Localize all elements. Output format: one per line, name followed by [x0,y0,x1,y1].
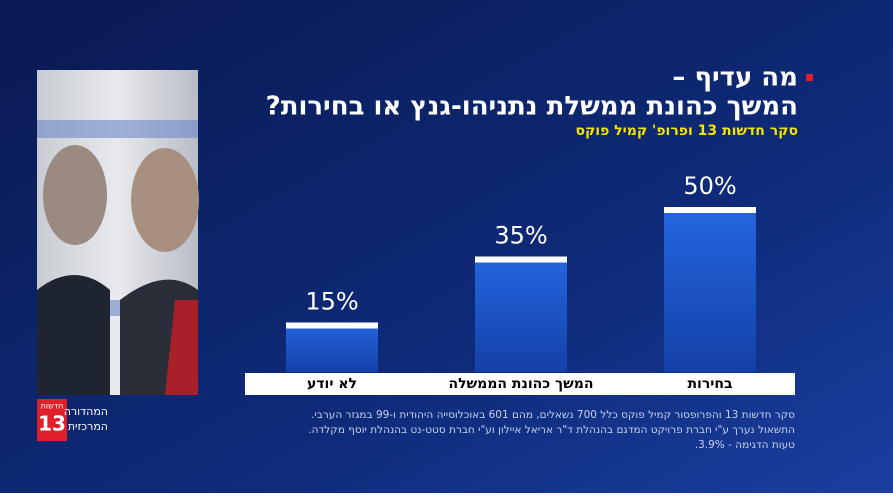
title-bullet [806,74,813,81]
chart-title: מה עדיף – [672,63,798,93]
bar [664,207,756,372]
bar [286,322,378,372]
bar-cap [475,256,567,263]
footnote: טעות הדגימה - 3.9%. [695,439,795,451]
bar [475,256,567,372]
footnote: התשאול נערך ע"י חברת פרויקט המדגם בהנהלת… [308,424,795,436]
value-label: 35% [494,222,547,250]
logo-channel: חדשות [41,402,64,411]
footnote: סקר חדשות 13 והפרופסור קמיל פוקס כלל 700… [311,409,795,421]
logo: חדשות 13 המהדורה המרכזית [37,399,108,441]
bar-cap [286,322,378,329]
x-tick-label: לא יודע [307,376,357,392]
chart-title: המשך כהונת ממשלת נתניהו-גנץ או בחירות? [266,92,798,122]
value-label: 15% [305,288,358,316]
bar-cap [664,207,756,213]
x-tick-label: המשך כהונת הממשלה [448,376,593,392]
category-strip [245,373,795,395]
logo-number: 13 [38,412,66,436]
photo [37,70,199,395]
value-label: 50% [683,172,736,200]
chart-subtitle: סקר חדשות 13 ופרופ' קמיל פוקס [575,123,798,139]
logo-program: המרכזית [68,420,108,433]
x-tick-label: בחירות [687,376,732,392]
logo-program: המהדורה [64,405,108,418]
